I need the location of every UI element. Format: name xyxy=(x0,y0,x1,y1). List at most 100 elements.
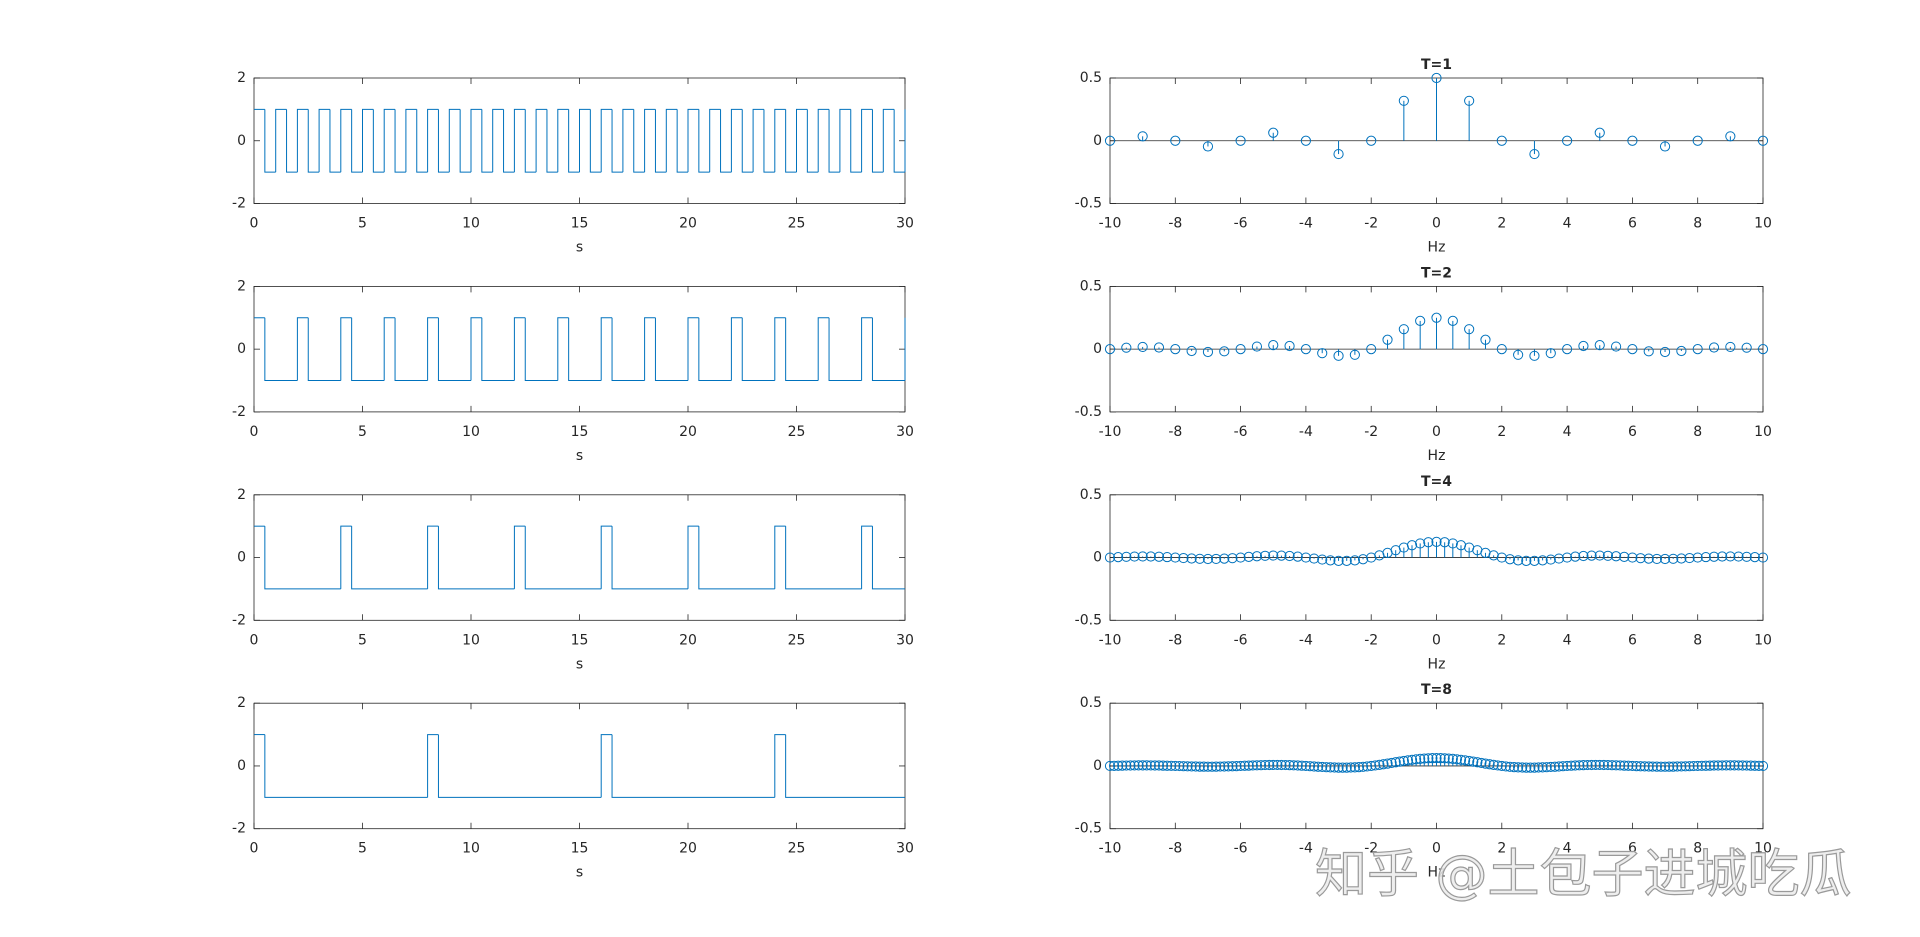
signal-segment xyxy=(850,109,862,173)
stem-marker xyxy=(1333,148,1344,160)
stem-marker xyxy=(1476,757,1487,769)
stem-marker xyxy=(1545,554,1556,565)
stem-marker xyxy=(1521,762,1532,773)
x-tick-label: 0 xyxy=(250,424,259,440)
x-tick-label: -10 xyxy=(1099,632,1122,648)
signal-segment xyxy=(871,317,905,382)
stem-marker xyxy=(1370,760,1381,771)
stem-marker xyxy=(1296,760,1307,771)
stem-marker xyxy=(1537,762,1548,773)
stem-marker xyxy=(1170,760,1181,772)
signal-segment xyxy=(828,317,862,382)
x-tick-label: 15 xyxy=(571,216,589,232)
x-tick-label: -8 xyxy=(1168,216,1182,232)
stem-marker xyxy=(1292,551,1303,562)
signal-segment xyxy=(568,317,602,382)
x-tick-label: 10 xyxy=(1754,424,1772,440)
signal-segment xyxy=(871,109,884,173)
stem-marker xyxy=(1398,542,1409,553)
stem-marker xyxy=(1382,334,1393,345)
stem-marker xyxy=(1304,761,1316,772)
stem-marker xyxy=(1382,758,1393,769)
signal-segment xyxy=(817,108,830,173)
stem-marker xyxy=(1619,551,1630,562)
chart-title: T=8 xyxy=(1421,682,1452,698)
stem-marker xyxy=(1202,761,1214,772)
signal-segment xyxy=(437,734,602,798)
x-tick-label: 25 xyxy=(788,632,806,648)
stem-marker xyxy=(1659,553,1671,565)
stem-marker xyxy=(1749,760,1760,771)
stem-marker xyxy=(1394,756,1405,767)
stem-marker xyxy=(1529,555,1540,566)
stem-marker xyxy=(1741,551,1752,562)
x-tick-label: 30 xyxy=(896,424,914,440)
stem-marker xyxy=(1757,552,1769,563)
x-tick-label: 8 xyxy=(1693,424,1702,440)
signal-segment xyxy=(492,108,504,173)
x-tick-label: 5 xyxy=(358,841,367,857)
stem-marker xyxy=(1345,762,1356,773)
stem-marker xyxy=(1431,312,1442,323)
stem-marker xyxy=(1562,135,1573,146)
signal-segment xyxy=(644,108,656,173)
stem-marker xyxy=(1366,552,1377,563)
stem-marker xyxy=(1329,762,1340,773)
stem-marker xyxy=(1194,553,1205,564)
stem-marker xyxy=(1431,72,1442,84)
stem-marker xyxy=(1182,761,1193,772)
signal-segment xyxy=(676,109,688,173)
stem-marker xyxy=(1435,753,1446,764)
x-axis-label: s xyxy=(576,448,583,464)
stem-marker xyxy=(1684,761,1695,772)
signal-segment xyxy=(622,108,634,173)
stem-marker xyxy=(1366,135,1377,146)
signal-segment xyxy=(774,734,786,798)
x-tick-label: 4 xyxy=(1563,424,1572,440)
stem-marker xyxy=(1700,760,1711,771)
y-tick-label: -0.5 xyxy=(1075,612,1102,628)
stem-marker xyxy=(1439,753,1450,764)
stem-marker xyxy=(1325,762,1336,773)
signal-segment xyxy=(796,108,808,173)
stem-marker xyxy=(1272,759,1283,771)
stem-marker xyxy=(1672,761,1683,772)
y-tick-label: 0 xyxy=(1093,133,1102,149)
stem-marker xyxy=(1496,344,1507,355)
stem-marker xyxy=(1708,760,1720,771)
stem-marker xyxy=(1692,344,1703,355)
stem-marker xyxy=(1692,135,1703,146)
stem-marker xyxy=(1219,346,1230,357)
signal-segment xyxy=(861,525,873,589)
signal-segment xyxy=(709,108,721,173)
stem-marker xyxy=(1300,135,1312,146)
signal-segment xyxy=(264,317,298,382)
stem-marker xyxy=(1598,759,1609,771)
stem-marker xyxy=(1341,555,1352,567)
y-tick-label: -0.5 xyxy=(1075,404,1102,420)
stem-marker xyxy=(1317,761,1328,773)
y-tick-label: 2 xyxy=(237,487,246,503)
stem-marker xyxy=(1692,552,1703,563)
stem-marker xyxy=(1300,552,1312,563)
signal-segment xyxy=(307,109,320,173)
stem-marker xyxy=(1337,762,1348,773)
stem-marker xyxy=(1357,554,1369,565)
stem-marker xyxy=(1655,761,1667,772)
stem-marker xyxy=(1717,760,1728,771)
x-tick-label: -8 xyxy=(1168,841,1182,857)
signal-segment xyxy=(665,108,678,173)
stem-marker xyxy=(1610,551,1622,562)
stem-marker xyxy=(1517,762,1528,773)
stem-marker xyxy=(1472,757,1483,768)
stem-marker xyxy=(1219,553,1230,564)
stem-marker xyxy=(1627,135,1638,146)
stem-marker xyxy=(1684,552,1695,564)
signal-segment xyxy=(654,317,688,382)
signal-segment xyxy=(264,109,276,173)
stem-marker xyxy=(1574,760,1585,771)
signal-segment xyxy=(351,109,363,173)
x-tick-label: 6 xyxy=(1628,216,1637,232)
stem-marker xyxy=(1284,760,1295,771)
stem-marker xyxy=(1153,342,1165,353)
